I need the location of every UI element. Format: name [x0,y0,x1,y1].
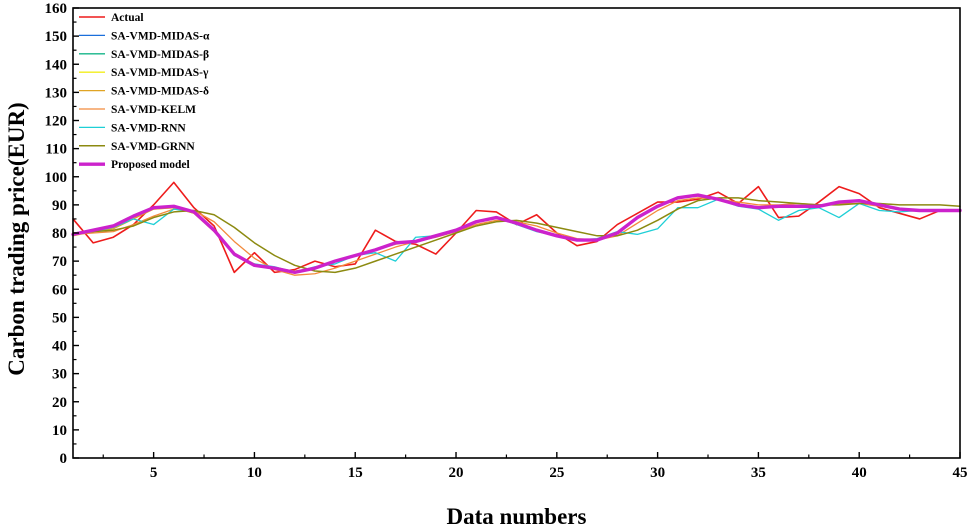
series-line-sa-vmd-rnn [72,198,961,274]
series-layer [71,181,962,276]
y-tick-label: 40 [52,339,67,355]
x-tick-label: 30 [650,465,665,481]
y-axis: 0 10 20 30 40 50 60 70 80 90 100 110 120 130 140 150 160 [45,1,79,467]
legend-label: Actual [111,12,144,24]
series-line-sa-vmd-midas [72,194,961,274]
y-tick-label: 10 [52,423,67,439]
y-tick-label: 90 [52,198,67,214]
legend: Actual SA-VMD-MIDAS-α SA-VMD-MIDAS-β SA-VMD… [79,12,210,171]
series-line-sa-vmd-midas [72,194,961,272]
y-tick-label: 0 [60,451,68,467]
y-tick-label: 30 [52,367,67,383]
y-tick-label: 150 [45,29,68,45]
series-line-sa-vmd-kelm [72,197,961,276]
legend-label: SA-VMD-RNN [111,122,186,134]
y-tick-label: 160 [45,1,68,17]
legend-label: SA-VMD-MIDAS-α [111,30,210,42]
x-tick-label: 25 [549,465,564,481]
x-tick-label: 15 [348,465,363,481]
x-tick-label: 45 [953,465,968,481]
y-tick-label: 80 [52,226,67,242]
legend-label: Proposed model [111,159,190,171]
y-tick-label: 110 [45,142,67,158]
x-axis-title: Data numbers [447,504,587,528]
series-line-actual [72,181,961,274]
x-axis: 5 10 15 20 25 30 35 40 45 [102,452,968,481]
x-tick-label: 40 [852,465,867,481]
x-tick-label: 20 [449,465,464,481]
x-tick-label: 5 [150,465,158,481]
legend-label: SA-VMD-KELM [111,104,196,116]
y-tick-label: 140 [45,57,68,73]
y-tick-label: 60 [52,282,67,298]
y-tick-label: 130 [45,85,68,101]
y-tick-label: 20 [52,395,67,411]
legend-label: SA-VMD-MIDAS-β [111,49,209,61]
legend-label: SA-VMD-GRNN [111,141,195,153]
y-tick-label: 50 [52,310,67,326]
series-line-sa-vmd-midas [72,194,961,274]
x-tick-label: 10 [247,465,262,481]
y-tick-label: 100 [45,170,68,186]
series-line-sa-vmd-midas [72,194,961,274]
y-tick-label: 70 [52,254,67,270]
legend-label: SA-VMD-MIDAS-γ [111,67,209,79]
legend-label: SA-VMD-MIDAS-δ [111,86,209,98]
series-line-proposed-model [71,193,962,275]
y-tick-label: 120 [45,114,68,130]
y-axis-title: Carbon trading price(EUR) [4,102,29,375]
series-line-sa-vmd-grnn [72,197,961,274]
x-tick-label: 35 [751,465,766,481]
